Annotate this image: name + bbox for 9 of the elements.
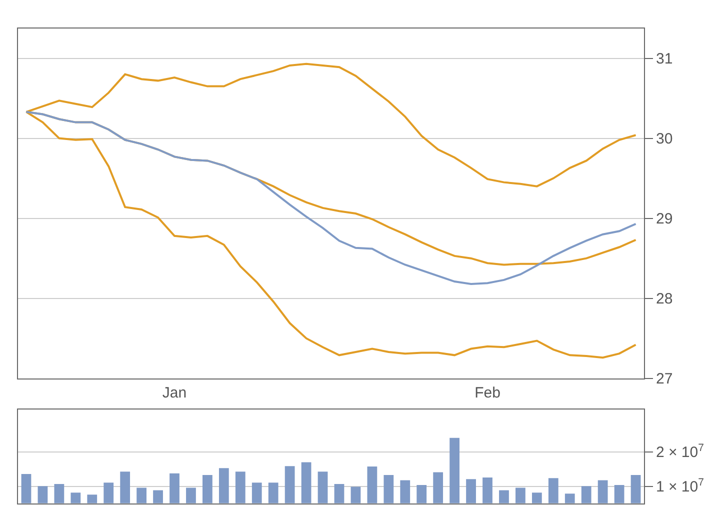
- y-tick-label: 1 × 10$^{7}$: [656, 476, 704, 496]
- y-tick-label: 31: [656, 50, 673, 68]
- y-tick-label: 28: [656, 290, 673, 308]
- y-tick-label: 2 × 10$^{7}$: [656, 442, 704, 462]
- y-tick-label: 27: [656, 370, 673, 388]
- y-tick-label: 30: [656, 130, 673, 148]
- x-tick-label: Jan: [162, 384, 187, 402]
- y-tick-label: 29: [656, 210, 673, 228]
- x-tick-label: Feb: [474, 384, 500, 402]
